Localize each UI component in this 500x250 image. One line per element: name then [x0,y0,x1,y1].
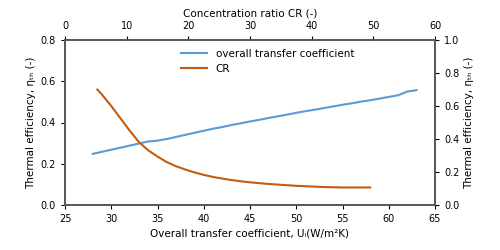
overall transfer coefficient [330,105,336,108]
CR [99,93,105,96]
overall transfer coefficient [414,88,420,92]
overall transfer coefficient [145,140,151,143]
overall transfer coefficient [395,94,401,97]
overall transfer coefficient [266,116,272,119]
Legend: overall transfer coefficient, CR: overall transfer coefficient, CR [181,48,354,74]
overall transfer coefficient [90,152,96,155]
CR [340,186,345,189]
overall transfer coefficient [108,148,114,151]
CR [201,174,207,176]
CR [192,171,198,174]
CR [238,180,244,183]
Y-axis label: Thermal efficiency, ηₜₕ (-): Thermal efficiency, ηₜₕ (-) [464,56,473,189]
CR [302,185,308,188]
overall transfer coefficient [154,139,160,142]
X-axis label: Overall transfer coefficient, Uₗ(W/m²K): Overall transfer coefficient, Uₗ(W/m²K) [150,228,350,238]
Line: CR: CR [98,90,370,188]
CR [330,186,336,189]
overall transfer coefficient [228,124,234,126]
CR [284,184,290,187]
overall transfer coefficient [302,110,308,113]
overall transfer coefficient [312,108,318,111]
overall transfer coefficient [192,131,198,134]
overall transfer coefficient [275,115,281,118]
overall transfer coefficient [127,144,133,147]
overall transfer coefficient [99,150,105,153]
CR [293,184,299,187]
overall transfer coefficient [238,122,244,125]
overall transfer coefficient [219,126,225,128]
CR [349,186,355,189]
overall transfer coefficient [201,129,207,132]
CR [127,129,133,132]
CR [94,88,100,91]
overall transfer coefficient [349,102,355,105]
X-axis label: Concentration ratio CR (-): Concentration ratio CR (-) [183,9,317,19]
CR [136,140,142,143]
overall transfer coefficient [256,118,262,121]
overall transfer coefficient [182,133,188,136]
CR [312,185,318,188]
overall transfer coefficient [404,90,410,93]
CR [275,183,281,186]
CR [210,176,216,178]
CR [164,160,170,164]
CR [247,181,253,184]
CR [228,178,234,182]
overall transfer coefficient [164,138,170,140]
CR [154,155,160,158]
CR [367,186,373,189]
overall transfer coefficient [376,97,382,100]
CR [256,182,262,185]
overall transfer coefficient [118,146,124,149]
overall transfer coefficient [321,106,327,110]
overall transfer coefficient [247,120,253,123]
CR [266,182,272,186]
CR [219,177,225,180]
CR [358,186,364,189]
overall transfer coefficient [367,99,373,102]
overall transfer coefficient [136,142,142,145]
overall transfer coefficient [284,113,290,116]
CR [108,104,114,108]
Line: overall transfer coefficient: overall transfer coefficient [93,90,416,154]
CR [321,186,327,188]
overall transfer coefficient [210,127,216,130]
CR [145,149,151,152]
Y-axis label: Thermal efficiency, ηₜₕ (-): Thermal efficiency, ηₜₕ (-) [26,56,36,189]
CR [173,165,179,168]
CR [118,117,124,120]
overall transfer coefficient [173,136,179,138]
overall transfer coefficient [386,96,392,98]
overall transfer coefficient [358,100,364,103]
CR [182,168,188,171]
overall transfer coefficient [340,103,345,106]
overall transfer coefficient [293,111,299,114]
